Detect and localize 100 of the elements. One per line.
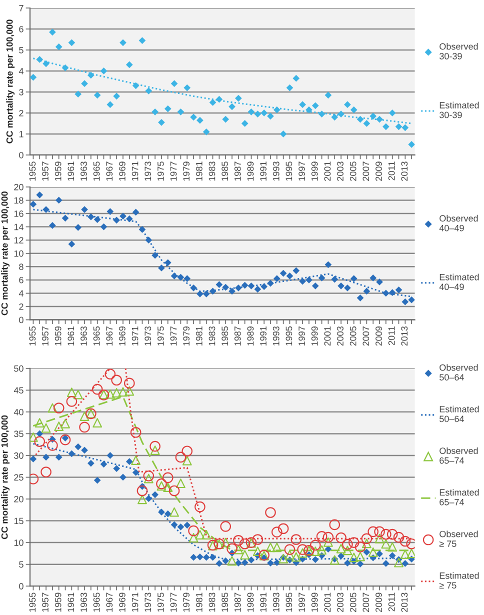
x-tick-label: 1987 xyxy=(234,592,241,612)
y-tick-label: 6 xyxy=(19,276,24,284)
x-tick-label: 1993 xyxy=(272,326,280,346)
legend-label: Observed 30-39 xyxy=(440,43,478,60)
x-tick-label: 2001 xyxy=(324,162,331,181)
y-tick-label: 2 xyxy=(19,110,24,116)
legend-label: Estimated 50–64 xyxy=(440,406,479,422)
x-tick-label: 2001 xyxy=(324,592,331,612)
x-tick-label: 1969 xyxy=(119,326,126,346)
x-tick-label: 2009 xyxy=(376,592,382,612)
x-tick-label: 1957 xyxy=(42,592,48,612)
x-tick-label: 2007 xyxy=(362,326,370,346)
x-tick-label: 1973 xyxy=(144,592,152,612)
y-axis-title: CC mortality rate per 100,000 xyxy=(1,415,10,540)
legend-label: Estimated 30-39 xyxy=(440,102,479,118)
legend-label: Observed 50–64 xyxy=(440,364,478,380)
y-tick-label: 2 xyxy=(19,303,24,310)
x-tick-label: 2003 xyxy=(337,326,344,346)
x-tick-label: 1989 xyxy=(247,162,254,181)
x-tick-label: 2013 xyxy=(401,326,408,346)
y-tick-label: 10 xyxy=(14,250,24,257)
x-tick-label: 2005 xyxy=(350,592,356,612)
x-tick-label: 2007 xyxy=(362,592,370,612)
x-tick-label: 1995 xyxy=(286,592,292,612)
x-tick-label: 1983 xyxy=(208,592,216,612)
y-tick-label: 1 xyxy=(19,131,24,138)
x-tick-label: 1965 xyxy=(93,162,100,181)
x-tick-label: 1965 xyxy=(93,592,100,612)
x-tick-label: 1971 xyxy=(132,326,138,346)
x-tick-label: 1997 xyxy=(298,592,305,612)
y-tick-label: 40 xyxy=(14,408,24,416)
x-tick-label: 1961 xyxy=(68,162,74,181)
y-axis-title: CC mortality rate per 100,000 xyxy=(1,192,10,316)
x-tick-label: 1999 xyxy=(311,162,318,181)
x-tick-label: 1989 xyxy=(247,592,254,612)
legend-label: Estimated ≥ 75 xyxy=(439,572,479,589)
y-tick-label: 35 xyxy=(14,430,24,438)
legend-label: Estimated 65–74 xyxy=(440,488,479,506)
x-tick-label: 1965 xyxy=(93,326,100,346)
x-tick-label: 2005 xyxy=(350,326,356,346)
x-tick-label: 1997 xyxy=(298,326,305,346)
y-tick-label: 3 xyxy=(19,88,24,96)
y-tick-label: 0 xyxy=(19,316,24,324)
x-tick-label: 2011 xyxy=(388,162,395,180)
x-tick-label: 1985 xyxy=(222,592,228,612)
x-tick-label: 1975 xyxy=(158,326,164,346)
x-tick-label: 1959 xyxy=(54,592,62,612)
x-tick-label: 2001 xyxy=(324,326,331,346)
y-tick-label: 8 xyxy=(19,264,24,270)
x-tick-label: 1973 xyxy=(144,326,152,346)
x-tick-label: 1971 xyxy=(132,592,138,612)
x-tick-label: 1963 xyxy=(80,326,87,346)
x-tick-label: 1985 xyxy=(222,162,228,181)
x-tick-label: 1961 xyxy=(68,326,74,346)
legend-label: Observed 40–49 xyxy=(439,214,478,232)
y-tick-label: 10 xyxy=(14,540,24,546)
x-tick-label: 2003 xyxy=(337,162,344,181)
y-tick-label: 45 xyxy=(14,387,24,394)
x-tick-label: 1989 xyxy=(247,326,254,346)
legend-label: Observed ≥ 75 xyxy=(439,530,478,547)
x-tick-label: 2009 xyxy=(376,326,382,346)
x-tick-label: 1987 xyxy=(234,326,241,346)
x-tick-label: 2003 xyxy=(337,592,344,612)
y-axis-title: CC mortality rate per 100,000 xyxy=(6,20,15,144)
x-tick-label: 1983 xyxy=(208,326,216,346)
x-tick-label: 1981 xyxy=(196,592,202,612)
x-tick-label: 1967 xyxy=(106,326,113,346)
x-tick-label: 1955 xyxy=(29,592,36,612)
x-tick-label: 1979 xyxy=(183,592,190,612)
y-tick-label: 0 xyxy=(19,583,24,590)
x-tick-label: 1991 xyxy=(260,592,267,612)
x-tick-label: 1959 xyxy=(54,162,62,181)
x-tick-label: 2007 xyxy=(362,162,370,181)
x-tick-label: 1967 xyxy=(106,592,113,612)
x-tick-label: 1995 xyxy=(286,326,292,346)
x-tick-label: 1999 xyxy=(311,326,318,346)
x-tick-label: 1975 xyxy=(158,162,164,181)
x-tick-label: 1957 xyxy=(42,326,48,346)
x-tick-label: 1961 xyxy=(68,592,74,612)
x-tick-label: 1997 xyxy=(298,162,305,181)
x-tick-label: 2009 xyxy=(376,162,382,181)
y-tick-label: 50 xyxy=(14,365,24,372)
y-tick-label: 5 xyxy=(19,47,24,54)
y-tick-label: 7 xyxy=(19,5,24,12)
x-tick-label: 1991 xyxy=(260,162,267,181)
x-tick-label: 1969 xyxy=(119,162,126,181)
x-tick-label: 1981 xyxy=(196,326,202,346)
x-tick-label: 1977 xyxy=(170,162,177,181)
y-tick-label: 20 xyxy=(14,496,24,502)
x-tick-label: 1971 xyxy=(132,162,138,181)
y-tick-label: 15 xyxy=(14,518,24,524)
x-tick-label: 1959 xyxy=(54,326,62,346)
x-tick-label: 1977 xyxy=(170,326,177,346)
x-tick-label: 1991 xyxy=(260,326,267,346)
y-tick-label: 30 xyxy=(14,452,24,459)
y-tick-label: 0 xyxy=(19,152,24,158)
y-tick-label: 6 xyxy=(19,26,24,32)
x-tick-label: 1967 xyxy=(106,162,113,181)
y-tick-label: 5 xyxy=(19,561,24,568)
x-tick-label: 1985 xyxy=(222,326,228,346)
